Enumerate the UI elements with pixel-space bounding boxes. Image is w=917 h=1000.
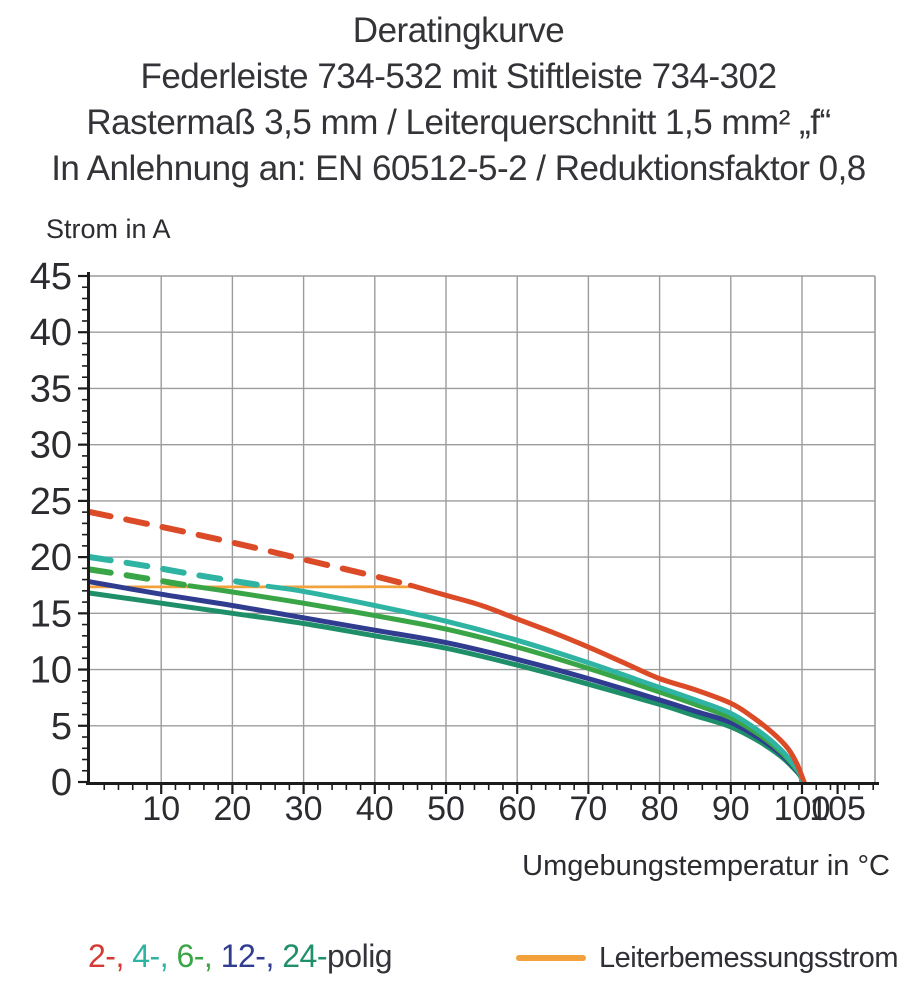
y-tick-label: 45 — [30, 256, 72, 298]
legend-part: 24- — [282, 938, 327, 974]
legend-part: polig — [326, 938, 393, 974]
x-tick-label: 90 — [712, 790, 750, 828]
y-tick-label: 40 — [30, 312, 72, 354]
x-tick-label: 60 — [498, 790, 536, 828]
x-axis-title: Umgebungstemperatur in °C — [522, 850, 890, 882]
y-tick-label: 30 — [30, 425, 72, 467]
y-tick-label: 15 — [30, 593, 72, 635]
x-tick-label: 80 — [641, 790, 679, 828]
chart-title-block: Deratingkurve Federleiste 734-532 mit St… — [0, 8, 917, 192]
x-tick-label: 30 — [285, 790, 323, 828]
x-tick-label: 40 — [356, 790, 394, 828]
title-line-4: In Anlehnung an: EN 60512-5-2 / Reduktio… — [51, 149, 866, 188]
curve-4-polig — [265, 583, 805, 785]
rated-current-label: Leiterbemessungsstrom — [599, 941, 898, 974]
x-tick-label: 70 — [569, 790, 607, 828]
curve-2-polig — [407, 582, 807, 785]
title-line-1: Deratingkurve — [352, 11, 565, 50]
title-line-3: Rastermaß 3,5 mm / Leiterquerschnitt 1,5… — [86, 103, 831, 142]
x-tick-label: 20 — [213, 790, 251, 828]
x-tick-label: 105 — [809, 790, 866, 828]
x-tick-label: 10 — [142, 790, 180, 828]
y-tick-label: 25 — [30, 481, 72, 523]
legend-pole-counts: 2-, 4-, 6-, 12-, 24-polig — [88, 938, 393, 975]
curve-4-polig-dashed — [87, 554, 271, 590]
y-tick-label: 10 — [30, 650, 72, 692]
legend-part: 6-, — [176, 938, 221, 974]
rated-current-line-swatch — [516, 955, 586, 961]
y-tick-label: 5 — [51, 706, 72, 748]
title-line-2: Federleiste 734-532 mit Stiftleiste 734-… — [140, 57, 777, 96]
legend-part: 12-, — [220, 938, 283, 974]
y-tick-label: 20 — [30, 537, 72, 579]
y-tick-label: 35 — [30, 368, 72, 410]
curve-6-polig-dashed — [87, 566, 193, 589]
legend-part: 4-, — [132, 938, 177, 974]
x-tick-label: 50 — [427, 790, 465, 828]
x-tick-label: 100 — [774, 790, 831, 828]
y-axis-title: Strom in A — [46, 214, 171, 244]
legend-rated-current: Leiterbemessungsstrom — [516, 938, 898, 978]
y-tick-label: 0 — [51, 762, 72, 804]
legend-part: 2-, — [88, 938, 133, 974]
